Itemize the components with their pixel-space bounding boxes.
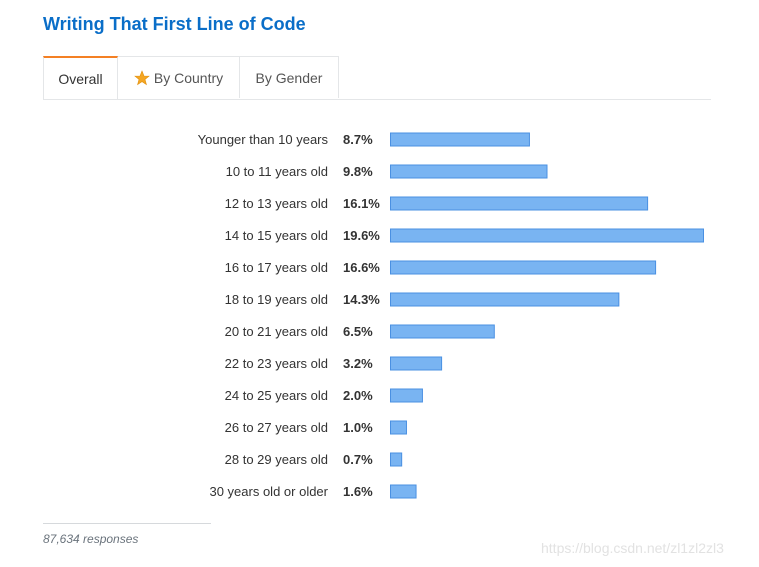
value-label: 0.7% <box>343 452 373 467</box>
value-label: 6.5% <box>343 324 373 339</box>
tab-by-gender-label: By Gender <box>255 69 323 86</box>
category-label: 18 to 19 years old <box>225 292 328 307</box>
category-label: 14 to 15 years old <box>225 228 328 243</box>
bar[interactable] <box>390 292 620 307</box>
value-label: 19.6% <box>343 228 380 243</box>
category-label: 28 to 29 years old <box>225 452 328 467</box>
category-label: 22 to 23 years old <box>225 356 328 371</box>
bar[interactable] <box>390 420 407 435</box>
tab-by-country-label: By Country <box>153 69 224 86</box>
footer-divider <box>43 523 211 524</box>
bar[interactable] <box>390 356 443 371</box>
bar[interactable] <box>390 132 530 147</box>
bar[interactable] <box>390 388 423 403</box>
response-count: 87,634 responses <box>43 532 139 546</box>
category-label: 24 to 25 years old <box>225 388 328 403</box>
value-label: 3.2% <box>343 356 373 371</box>
value-label: 14.3% <box>343 292 380 307</box>
bar[interactable] <box>390 196 649 211</box>
bar[interactable] <box>390 164 548 179</box>
value-label: 16.6% <box>343 260 380 275</box>
value-label: 9.8% <box>343 164 373 179</box>
tab-overall-label: Overall <box>58 70 103 87</box>
category-label: Younger than 10 years <box>198 132 329 147</box>
tab-overall[interactable]: Overall <box>43 56 118 99</box>
bar[interactable] <box>390 324 495 339</box>
star-icon <box>134 69 150 86</box>
value-label: 1.0% <box>343 420 373 435</box>
category-label: 12 to 13 years old <box>225 196 328 211</box>
tab-by-country[interactable]: By Country <box>118 56 240 98</box>
tab-by-gender[interactable]: By Gender <box>240 56 339 98</box>
value-label: 2.0% <box>343 388 373 403</box>
value-label: 16.1% <box>343 196 380 211</box>
page-title: Writing That First Line of Code <box>43 14 306 34</box>
watermark: https://blog.csdn.net/zl1zl2zl3 <box>541 540 724 556</box>
bar[interactable] <box>390 452 403 467</box>
category-label: 10 to 11 years old <box>226 164 328 179</box>
category-label: 30 years old or older <box>209 484 328 499</box>
value-label: 8.7% <box>343 132 373 147</box>
tab-bar: Overall By Country By Gender <box>43 56 711 100</box>
category-label: 16 to 17 years old <box>225 260 328 275</box>
category-label: 26 to 27 years old <box>225 420 328 435</box>
bar[interactable] <box>390 484 417 499</box>
value-label: 1.6% <box>343 484 373 499</box>
bar[interactable] <box>390 260 657 275</box>
category-label: 20 to 21 years old <box>225 324 328 339</box>
bar[interactable] <box>390 228 704 243</box>
